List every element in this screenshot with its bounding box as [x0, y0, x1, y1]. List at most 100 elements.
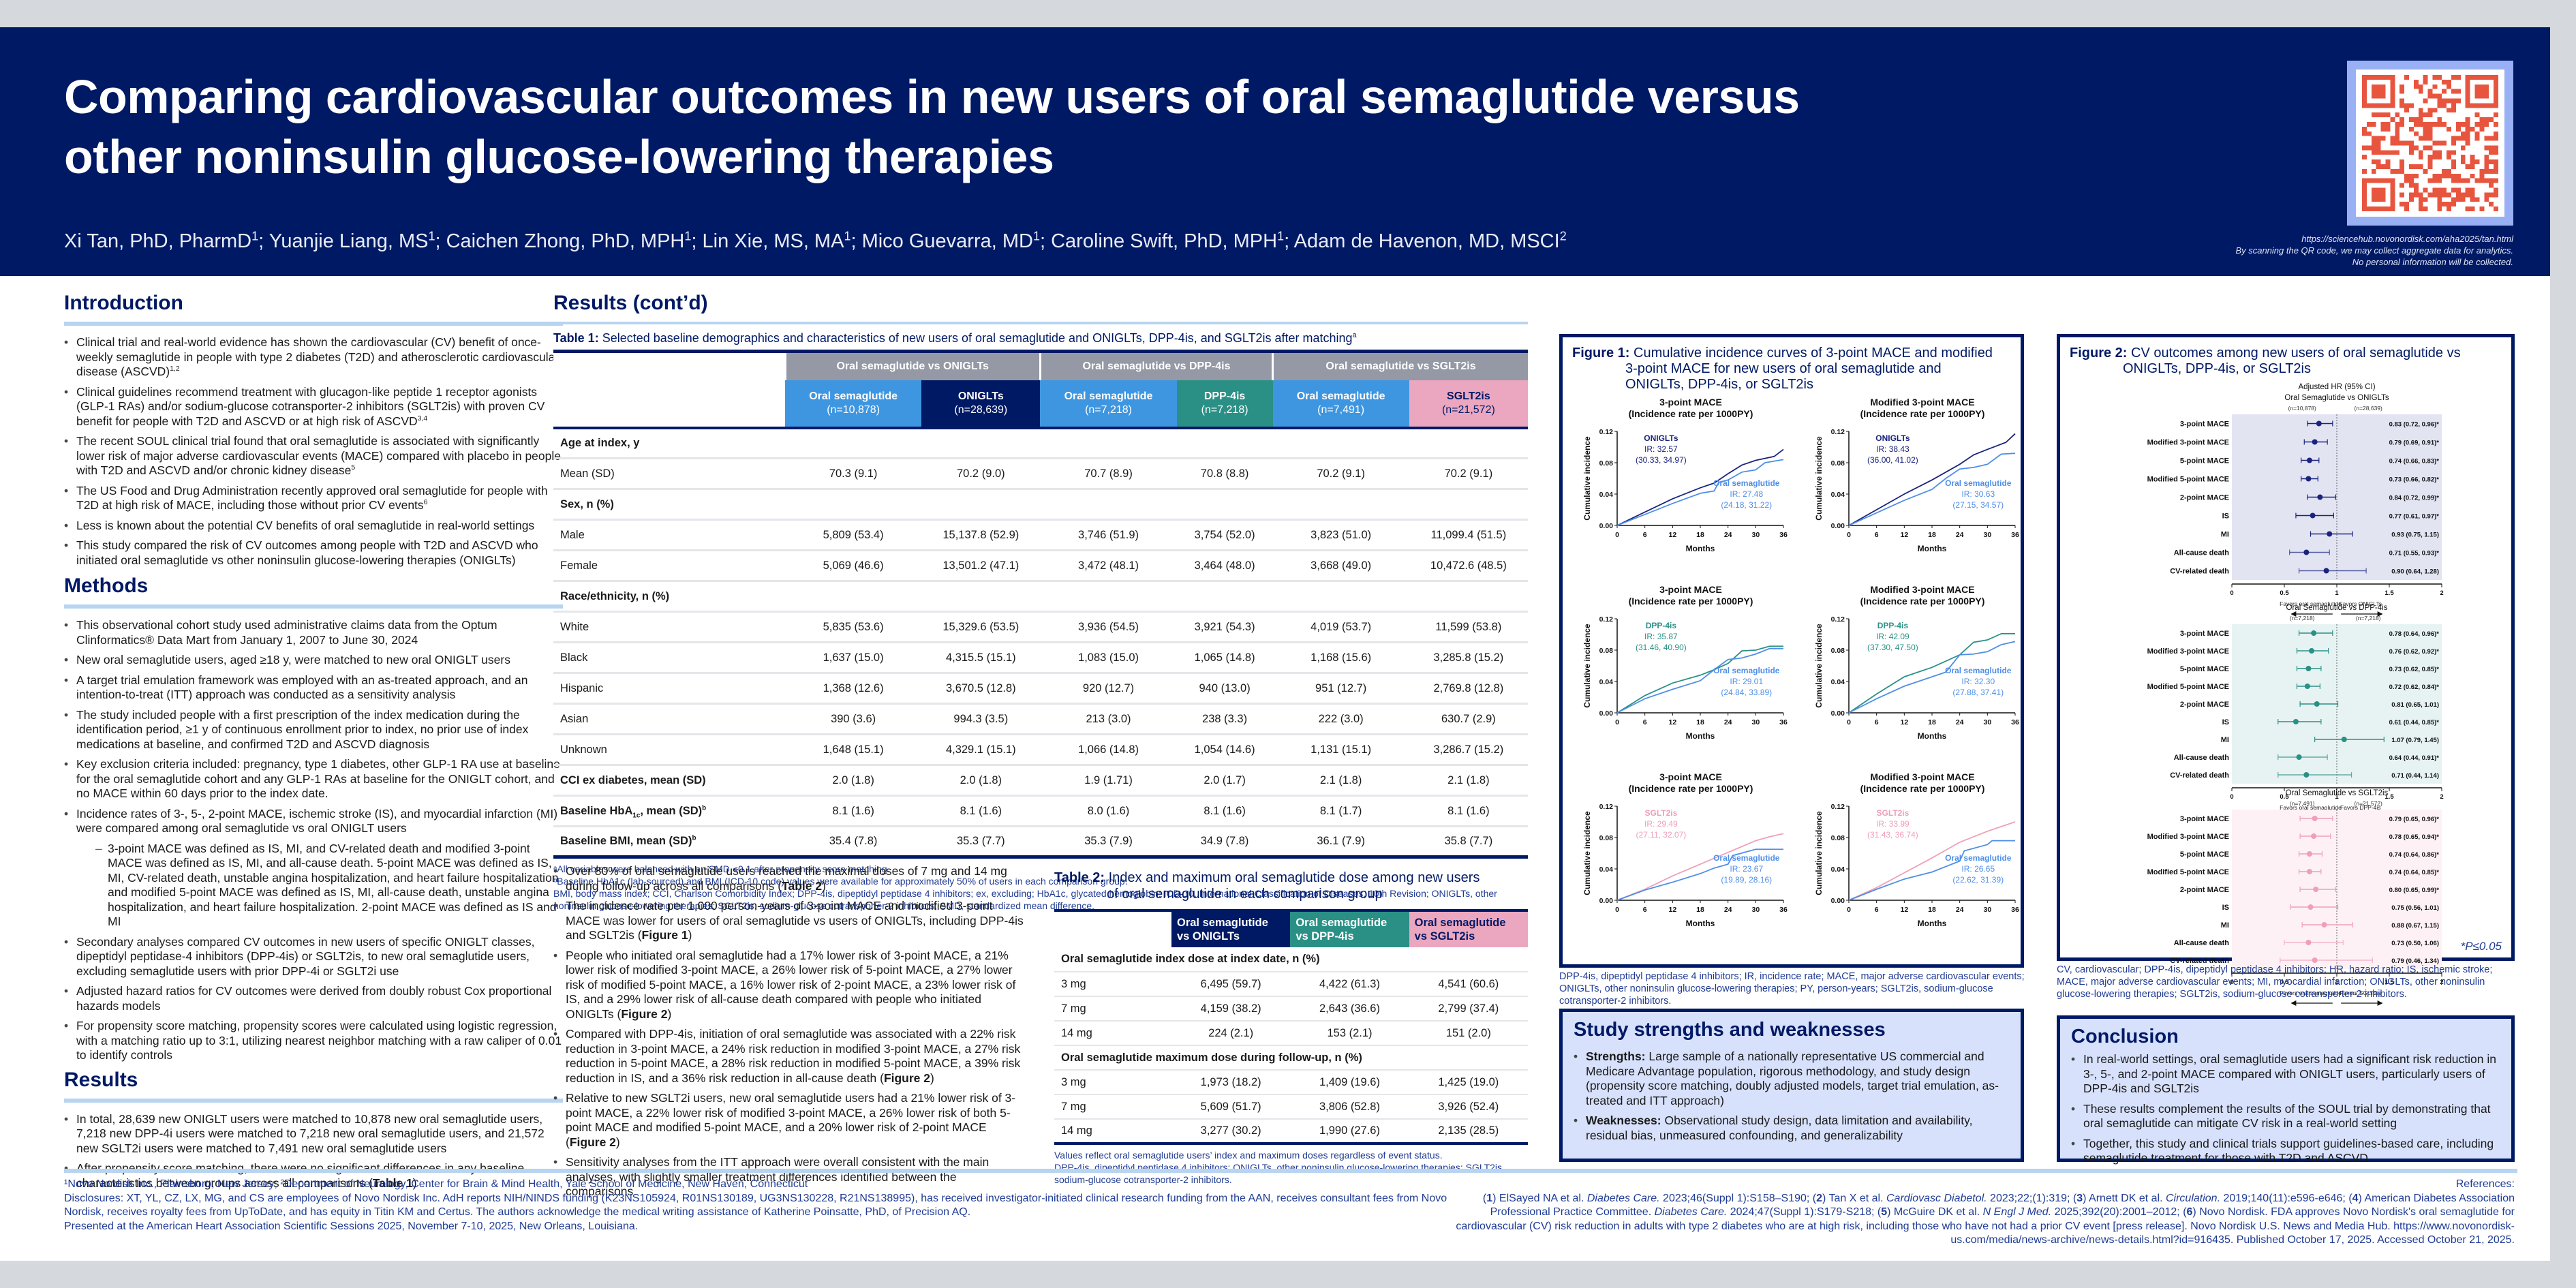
svg-text:All-cause death: All-cause death	[2174, 754, 2230, 762]
svg-text:0.75 (0.56, 1.01): 0.75 (0.56, 1.01)	[2391, 904, 2439, 912]
km-chart: 3-point MACE (Incidence rate per 1000PY) 0…	[1572, 771, 1790, 962]
svg-text:0.12: 0.12	[1831, 615, 1845, 624]
svg-text:Cumulative incidence: Cumulative incidence	[1582, 436, 1592, 521]
list-item: Compared with DPP-4is, initiation of ora…	[553, 1027, 1024, 1086]
svg-text:(Incidence rate per 1000PY): (Incidence rate per 1000PY)	[1860, 408, 1985, 419]
svg-text:36: 36	[1779, 718, 1788, 726]
svg-text:(27.15, 34.57): (27.15, 34.57)	[1952, 500, 2004, 510]
left-column: Introduction Clinical trial and real-wor…	[64, 292, 563, 1196]
table1-caption: Table 1: Selected baseline demographics …	[553, 331, 1357, 345]
svg-text:12: 12	[1668, 906, 1676, 914]
list-item: Adjusted hazard ratios for CV outcomes w…	[64, 984, 563, 1013]
list-item: For propensity score matching, propensit…	[64, 1019, 563, 1063]
svg-text:0.93 (0.75, 1.15): 0.93 (0.75, 1.15)	[2391, 532, 2439, 539]
list-item: These results complement the results of …	[2071, 1102, 2500, 1131]
qr-code[interactable]	[2347, 61, 2513, 226]
list-item: Relative to new SGLT2i users, new oral s…	[553, 1091, 1024, 1150]
svg-text:0.08: 0.08	[1831, 647, 1845, 655]
list-item: The US Food and Drug Administration rece…	[64, 484, 563, 513]
svg-text:0: 0	[1615, 718, 1619, 726]
svg-text:(n=10,878): (n=10,878)	[2288, 405, 2317, 412]
introduction-heading: Introduction	[64, 292, 563, 326]
svg-text:Favors oral semaglutide: Favors oral semaglutide	[2280, 990, 2342, 996]
svg-text:Modified 3-point MACE: Modified 3-point MACE	[2147, 647, 2229, 656]
svg-text:CV-related death: CV-related death	[2170, 568, 2229, 576]
svg-text:0.04: 0.04	[1831, 865, 1845, 874]
svg-text:IS: IS	[2222, 512, 2229, 521]
svg-text:0.80 (0.65, 0.99)*: 0.80 (0.65, 0.99)*	[2389, 887, 2440, 894]
figure2-title: Figure 2: CV outcomes among new users of…	[2070, 346, 2461, 376]
results-contd-list: Over 80% of oral semaglutide users reach…	[553, 864, 1024, 1199]
svg-text:0.73 (0.66, 0.82)*: 0.73 (0.66, 0.82)*	[2389, 476, 2440, 484]
svg-text:1.5: 1.5	[2385, 589, 2394, 597]
svg-text:0.08: 0.08	[1599, 459, 1614, 467]
svg-text:Months: Months	[1918, 544, 1947, 553]
svg-text:Modified 3-point MACE: Modified 3-point MACE	[2147, 833, 2229, 841]
svg-text:24: 24	[1724, 718, 1732, 726]
svg-text:(Incidence rate per 1000PY): (Incidence rate per 1000PY)	[1629, 596, 1753, 607]
svg-text:30: 30	[1983, 718, 1991, 726]
svg-text:36: 36	[2011, 718, 2019, 726]
svg-text:3-point MACE: 3-point MACE	[2180, 420, 2229, 429]
svg-text:18: 18	[1696, 906, 1704, 914]
svg-text:ONIGLTs: ONIGLTs	[1644, 433, 1678, 443]
svg-text:6: 6	[1875, 531, 1879, 539]
svg-text:18: 18	[1928, 718, 1936, 726]
author: Adam de Havenon, MD, MSCI	[1293, 230, 1560, 252]
svg-text:Modified 3-point MACE: Modified 3-point MACE	[1870, 584, 1974, 595]
svg-text:Adjusted HR (95% CI): Adjusted HR (95% CI)	[2298, 383, 2375, 391]
svg-text:3-point MACE: 3-point MACE	[1659, 771, 1722, 782]
list-item: Less is known about the potential CV ben…	[64, 519, 563, 534]
table-row: 3 mg 6,495 (59.7) 4,422 (61.3) 4,541 (60.6)	[1054, 972, 1528, 997]
svg-text:30: 30	[1751, 531, 1760, 539]
svg-text:(30.33, 34.97): (30.33, 34.97)	[1636, 455, 1687, 465]
svg-text:MI: MI	[2221, 531, 2229, 539]
svg-text:0.04: 0.04	[1599, 491, 1614, 499]
svg-text:Modified 3-point MACE: Modified 3-point MACE	[1870, 771, 1974, 782]
svg-text:1: 1	[2335, 793, 2339, 801]
footer-affiliations: ¹Novo Nordisk Inc., Plainsboro, New Jers…	[64, 1178, 1447, 1232]
svg-text:0.73 (0.50, 1.06): 0.73 (0.50, 1.06)	[2391, 940, 2439, 947]
svg-text:Months: Months	[1918, 919, 1947, 928]
conclusion-box: Conclusion In real-world settings, oral …	[2057, 1015, 2515, 1165]
table-row: White 5,835 (53.6) 15,329.6 (53.5) 3,936 (5…	[553, 611, 1528, 643]
table-row: Male 5,809 (53.4) 15,137.8 (52.9) 3,746 (51…	[553, 519, 1528, 551]
svg-text:Modified 3-point MACE: Modified 3-point MACE	[1870, 397, 1974, 408]
svg-text:12: 12	[1900, 906, 1908, 914]
poster: Comparing cardiovascular outcomes in new…	[0, 27, 2550, 1261]
table-row: Baseline BMI, mean (SD)b 35.4 (7.8) 35.3 (…	[553, 826, 1528, 859]
svg-text:0.5: 0.5	[2280, 979, 2289, 986]
km-chart: Modified 3-point MACE (Incidence rate per…	[1804, 396, 2022, 587]
svg-text:0.04: 0.04	[1831, 491, 1845, 499]
table-row: 14 mg 3,277 (30.2) 1,990 (27.6) 2,135 (28.5…	[1054, 1119, 1528, 1144]
table-row: Race/ethnicity, n (%)	[553, 581, 1528, 613]
svg-text:1: 1	[2335, 979, 2339, 986]
table-section-row: Oral semaglutide index dose at index dat…	[1054, 947, 1528, 972]
svg-text:Favors oral semaglutide: Favors oral semaglutide	[2280, 600, 2342, 607]
svg-text:Cumulative incidence: Cumulative incidence	[1814, 811, 1824, 895]
list-item: The incidence rate per 1,000 person-year…	[553, 899, 1024, 943]
svg-text:0.00: 0.00	[1599, 522, 1614, 530]
qr-url[interactable]: https://sciencehub.novonordisk.com/aha20…	[2301, 234, 2513, 244]
svg-text:IS: IS	[2222, 718, 2229, 726]
svg-text:(37.30, 47.50): (37.30, 47.50)	[1867, 643, 1918, 652]
svg-text:3-point MACE: 3-point MACE	[1659, 397, 1722, 408]
footer-divider	[64, 1169, 2517, 1173]
svg-text:0: 0	[1615, 906, 1619, 914]
svg-text:0.73 (0.62, 0.85)*: 0.73 (0.62, 0.85)*	[2389, 666, 2440, 673]
svg-text:Oral semaglutide: Oral semaglutide	[1945, 666, 2012, 675]
sub-list-item: 3-point MACE was defined as IS, MI, and …	[76, 842, 563, 930]
svg-text:0: 0	[1847, 718, 1851, 726]
svg-text:18: 18	[1928, 531, 1936, 539]
table-row: Sex, n (%)	[553, 489, 1528, 521]
table1-baseline-characteristics: Oral semaglutide vs ONIGLTs Oral semaglut…	[553, 350, 1528, 859]
svg-text:IR: 23.67: IR: 23.67	[1730, 864, 1763, 874]
list-item: Together, this study and clinical trials…	[2071, 1137, 2500, 1166]
table-row: Unknown 1,648 (15.1) 4,329.1 (15.1) 1,066 (…	[553, 734, 1528, 766]
svg-text:Oral Semaglutide vs ONIGLTs: Oral Semaglutide vs ONIGLTs	[2284, 394, 2389, 402]
svg-text:Months: Months	[1918, 731, 1947, 741]
svg-text:0.78 (0.64, 0.96)*: 0.78 (0.64, 0.96)*	[2389, 630, 2440, 638]
svg-text:0.04: 0.04	[1599, 865, 1614, 874]
results-heading: Results	[64, 1069, 563, 1103]
forest-plot: Adjusted HR (95% CI) Oral Semaglutide vs …	[2060, 381, 2511, 635]
